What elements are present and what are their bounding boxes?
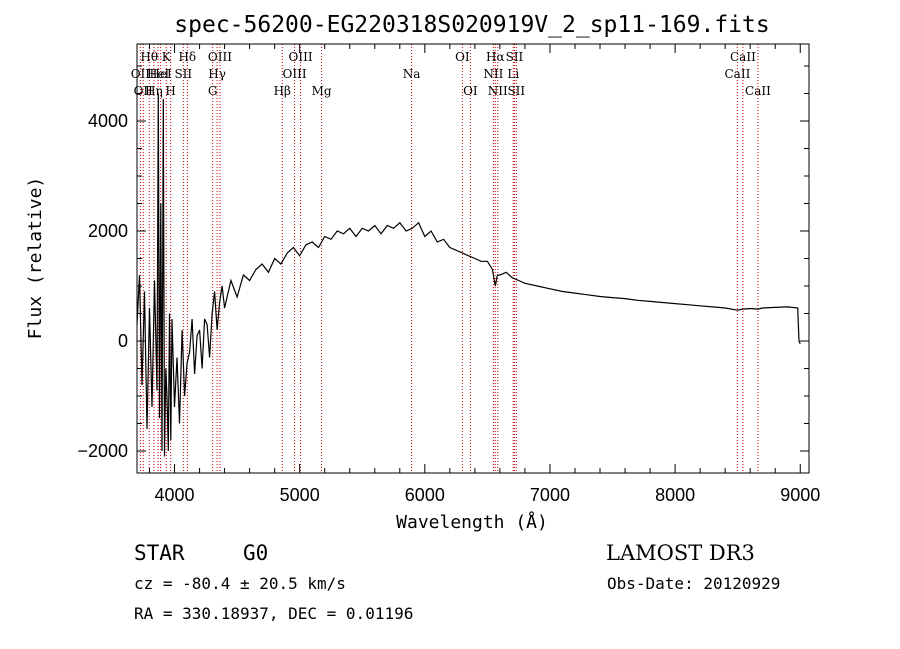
emission-line-label: CaII (730, 50, 756, 64)
y-tick-label: 0 (118, 331, 128, 351)
chart-title: spec-56200-EG220318S020919V_2_sp11-169.f… (174, 12, 769, 38)
emission-line-label: SII (506, 50, 524, 64)
emission-line-label: OIII (208, 50, 232, 64)
emission-line-label: OI (463, 84, 478, 98)
emission-line-label: H (165, 84, 175, 98)
emission-line-label: Li (507, 67, 519, 81)
subclass: G0 (243, 541, 269, 565)
object-class: STAR (134, 541, 185, 565)
emission-line-label: Hβ (274, 84, 291, 98)
emission-line-label: OI (455, 50, 470, 64)
emission-line-label: NII (488, 84, 508, 98)
emission-line-label: CaII (745, 84, 771, 98)
x-axis-label: Wavelength (Å) (396, 511, 548, 533)
spectrum-plot (136, 93, 801, 457)
spectrum-series-line (136, 93, 801, 457)
x-tick-label: 8000 (655, 485, 695, 505)
y-tick-label: −2000 (77, 441, 128, 461)
emission-line-label: OII (131, 67, 151, 81)
emission-line-label: OIII (283, 67, 307, 81)
emission-line-label: HeI (149, 67, 172, 81)
emission-line-label: Mg (312, 84, 332, 98)
emission-line-label: NII (483, 67, 503, 81)
x-tick-label: 7000 (530, 485, 570, 505)
emission-line-label: HeI (147, 67, 170, 81)
plot-frame (136, 43, 810, 474)
emission-line-label: SII (174, 67, 192, 81)
observation-date: Obs-Date: 20120929 (607, 574, 781, 593)
coordinates: RA = 330.18937, DEC = 0.01196 (134, 604, 414, 623)
emission-line-label: G (208, 84, 218, 98)
y-tick-label: 2000 (88, 221, 128, 241)
emission-line-label: Hθ (140, 50, 158, 64)
redshift-velocity: cz = -80.4 ± 20.5 km/s (134, 574, 346, 593)
y-axis-ticks: −2000 0 2000 4000 (77, 65, 809, 461)
emission-line-label: CaII (725, 67, 751, 81)
x-axis-ticks: 4000 5000 6000 7000 8000 9000 (149, 44, 820, 505)
y-tick-label: 4000 (88, 111, 128, 131)
emission-line-label: Hγ (208, 67, 226, 81)
emission-line-label: Na (403, 67, 421, 81)
emission-line-labels: OIIOIIHθHηHeIHeIKHSIIHδGHγOIIIHβOIIIOIII… (131, 50, 771, 98)
emission-line-label: Hη (145, 84, 163, 98)
emission-line-label: OIII (289, 50, 313, 64)
survey-name: LAMOST DR3 (606, 541, 755, 565)
emission-line-label: K (162, 50, 172, 64)
emission-line-label: SII (507, 84, 525, 98)
y-axis-label: Flux (relative) (25, 177, 46, 340)
emission-line-label: OII (134, 84, 154, 98)
emission-line-markers (139, 44, 759, 473)
x-tick-label: 4000 (155, 485, 195, 505)
x-tick-label: 5000 (280, 485, 320, 505)
emission-line-label: Hα (486, 50, 505, 64)
x-tick-label: 9000 (780, 485, 820, 505)
x-tick-label: 6000 (405, 485, 445, 505)
emission-line-label: Hδ (178, 50, 196, 64)
